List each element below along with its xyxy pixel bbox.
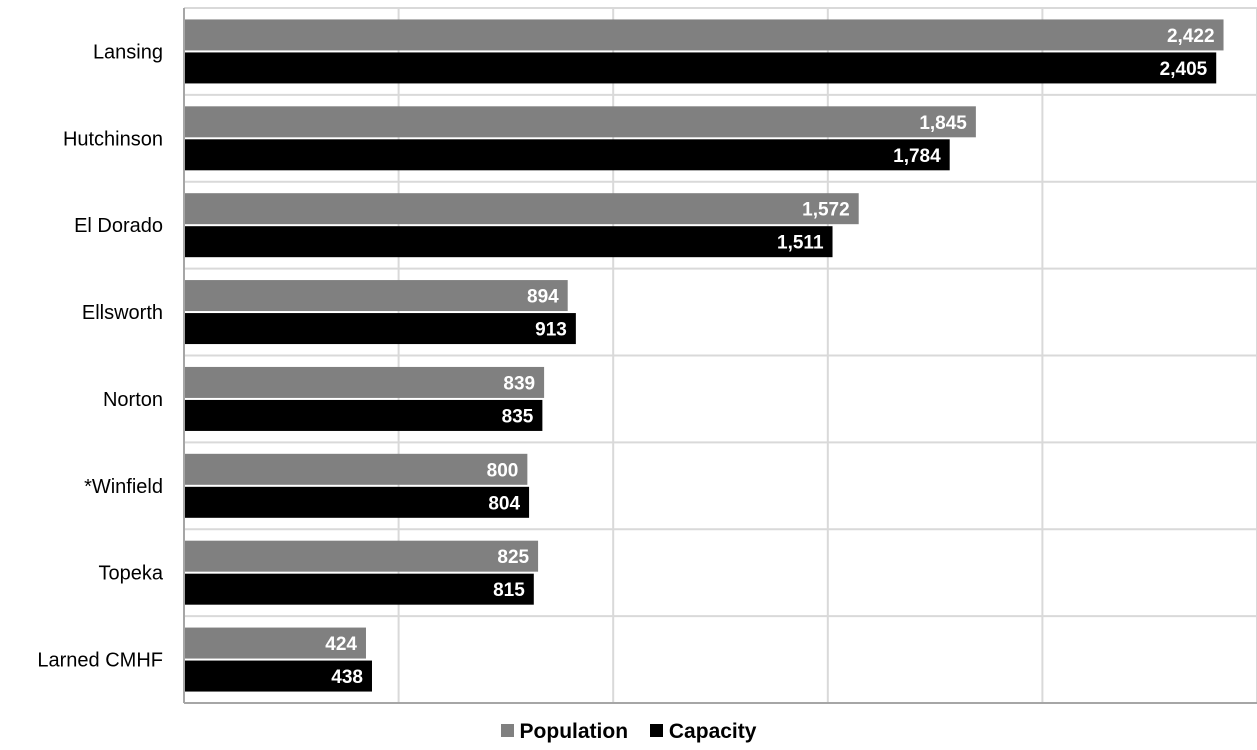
category-label: Ellsworth: [82, 302, 163, 324]
value-label-capacity: 835: [502, 406, 534, 427]
bar-capacity: [184, 660, 372, 692]
value-label-capacity: 438: [331, 667, 363, 688]
value-label-capacity: 2,405: [1160, 59, 1208, 80]
category-labels: Lansing Hutchinson El Dorado Ellsworth Norto…: [37, 41, 163, 671]
legend-item-population: Population: [500, 720, 629, 744]
bar-capacity: [184, 313, 576, 345]
value-labels: 2,422 2,405 1,845 1,784 1,572 1,511 894 913 839 8…: [325, 26, 1214, 688]
bar-population: [184, 540, 539, 572]
bar-capacity: [184, 139, 950, 171]
value-label-capacity: 1,511: [777, 233, 824, 254]
value-label-population: 1,845: [919, 113, 967, 134]
bar-population: [184, 19, 1224, 51]
value-label-population: 800: [487, 460, 519, 481]
bar-chart: Lansing Hutchinson El Dorado Ellsworth Norto…: [37, 7, 1257, 704]
legend: Population Capacity: [0, 720, 1257, 744]
value-label-capacity: 1,784: [893, 146, 941, 167]
bar-capacity: [184, 226, 833, 258]
category-label: El Dorado: [74, 215, 163, 237]
bar-population: [184, 106, 976, 138]
category-label: *Winfield: [84, 476, 163, 498]
value-label-population: 1,572: [802, 200, 850, 221]
category-label: Larned CMHF: [37, 650, 163, 672]
category-label: Norton: [103, 389, 163, 411]
value-label-population: 825: [497, 547, 529, 568]
legend-swatch-population: [500, 724, 514, 737]
bar-population: [184, 453, 528, 485]
bar-population: [184, 627, 366, 659]
value-label-capacity: 804: [488, 493, 520, 514]
legend-item-capacity: Capacity: [649, 720, 757, 744]
legend-label-capacity: Capacity: [668, 720, 757, 743]
value-label-population: 424: [325, 634, 357, 655]
bars: [184, 19, 1224, 692]
axis-lines: [183, 8, 1257, 704]
bar-population: [184, 280, 568, 312]
bar-capacity: [184, 486, 530, 518]
value-label-population: 894: [527, 287, 559, 308]
bar-population: [184, 193, 859, 225]
category-label: Hutchinson: [63, 128, 163, 150]
bar-population: [184, 366, 545, 398]
category-label: Lansing: [93, 41, 163, 63]
value-label-population: 839: [503, 373, 535, 394]
value-label-capacity: 913: [535, 320, 567, 341]
legend-swatch-capacity: [649, 724, 663, 737]
bar-capacity: [184, 52, 1217, 84]
bar-capacity: [184, 399, 543, 431]
value-label-population: 2,422: [1167, 26, 1215, 47]
legend-label-population: Population: [519, 720, 629, 743]
category-label: Topeka: [99, 563, 164, 585]
value-label-capacity: 815: [493, 580, 525, 601]
bar-capacity: [184, 573, 534, 605]
